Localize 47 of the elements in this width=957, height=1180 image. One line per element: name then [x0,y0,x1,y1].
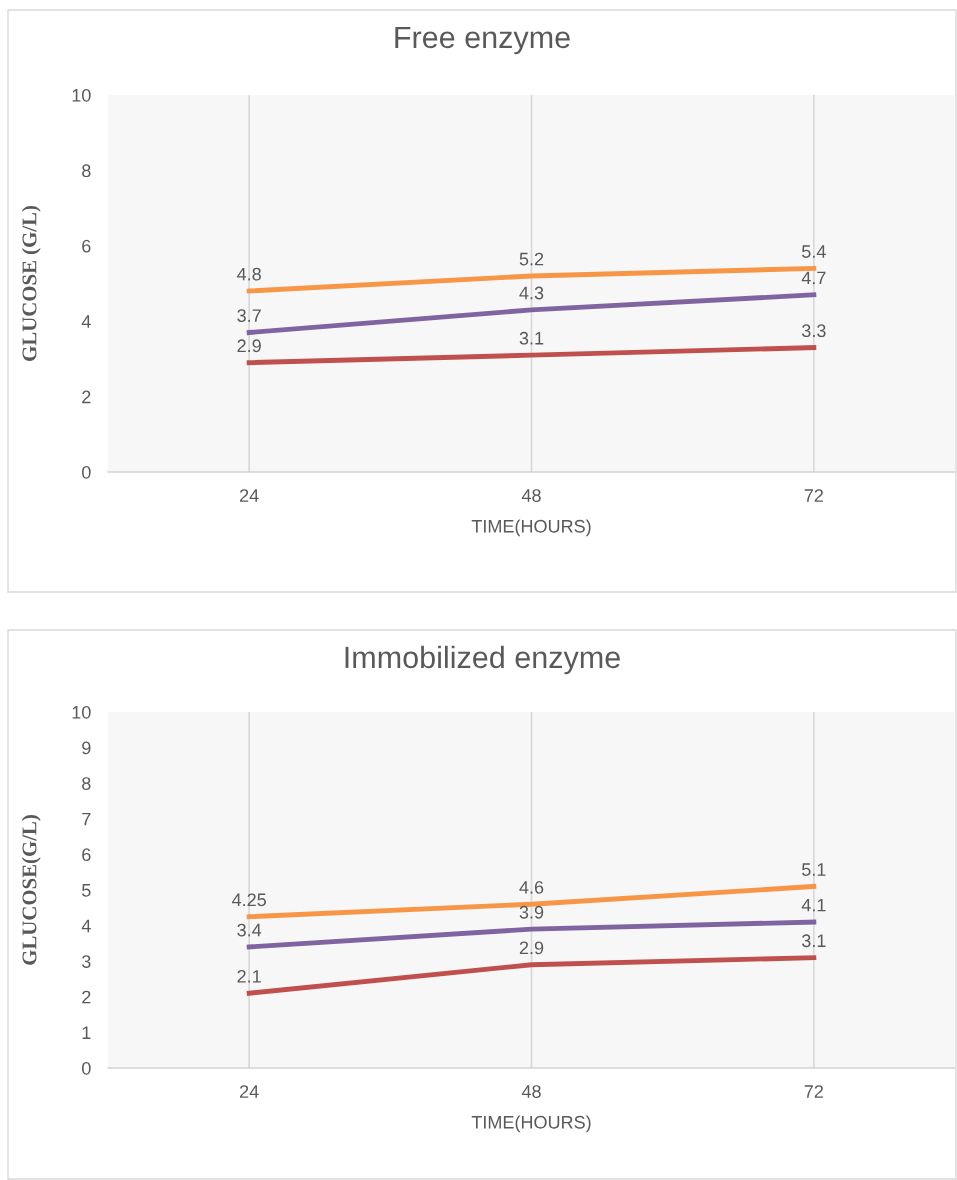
y-tick-label: 8 [82,164,91,178]
y-tick-label: 8 [82,777,91,790]
y-tick-label: 1 [82,1026,91,1039]
data-label: 4.3 [519,286,544,300]
data-label: 2.1 [237,969,261,983]
x-tick-label: 48 [521,1085,541,1098]
y-tick-label: 3 [81,955,91,968]
data-label: 4.1 [801,898,826,912]
data-label: 4.6 [519,880,544,894]
y-tick-label: 4 [81,919,91,933]
y-tick-label: 5 [82,884,91,897]
x-axis-title: TIME(HOURS) [471,519,591,537]
y-tick-label: 10 [72,88,91,102]
data-label: 4.8 [237,267,261,281]
data-label: 2.9 [519,941,544,955]
data-label: 4.7 [801,271,826,285]
data-label: 5.1 [802,863,826,876]
data-label: 5.4 [802,245,826,258]
data-label: 3.7 [237,309,261,322]
x-tick-label: 72 [804,1085,823,1098]
y-tick-label: 2 [82,390,91,404]
y-tick-label: 0 [82,1061,91,1075]
y-tick-label: 2 [82,990,91,1004]
data-label: 4.25 [232,893,266,907]
y-tick-label: 10 [72,705,91,719]
data-label: 3.4 [237,923,262,937]
chart-title: Immobilized enzyme [345,645,620,675]
x-tick-label: 72 [804,489,823,502]
y-tick-label: 0 [82,465,91,479]
data-label: 3.1 [801,934,826,948]
chart-title: Free enzyme [395,26,570,55]
data-label: 3.3 [801,324,826,338]
x-tick-label: 24 [240,489,259,502]
x-tick-label: 24 [240,1085,259,1098]
data-label: 3.9 [519,905,544,919]
y-axis-title: GLUCOSE(G/L) [21,815,41,965]
data-label: 3.1 [519,331,544,345]
y-tick-label: 6 [82,239,91,253]
y-axis-title: GLUCOSE (G/L) [21,205,41,361]
x-axis-title: TIME(HOURS) [471,1115,591,1133]
y-tick-label: 4 [81,315,91,328]
data-label: 2.9 [237,339,261,353]
y-tick-label: 7 [82,812,91,826]
y-tick-label: 9 [82,741,91,755]
y-tick-label: 6 [82,848,91,862]
data-label: 5.2 [519,252,544,266]
x-tick-label: 48 [521,489,541,502]
